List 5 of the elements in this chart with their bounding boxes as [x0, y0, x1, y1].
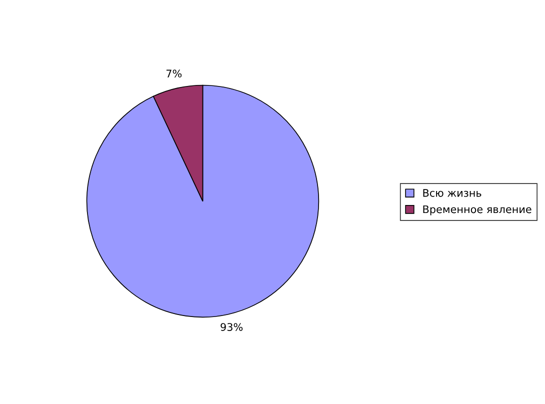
data-label: 93%: [220, 323, 243, 331]
legend-label: Временное явление: [423, 205, 532, 216]
pie-slice: [86, 84, 320, 318]
legend-label: Всю жизнь: [423, 189, 482, 197]
data-label: 7%: [166, 70, 182, 78]
